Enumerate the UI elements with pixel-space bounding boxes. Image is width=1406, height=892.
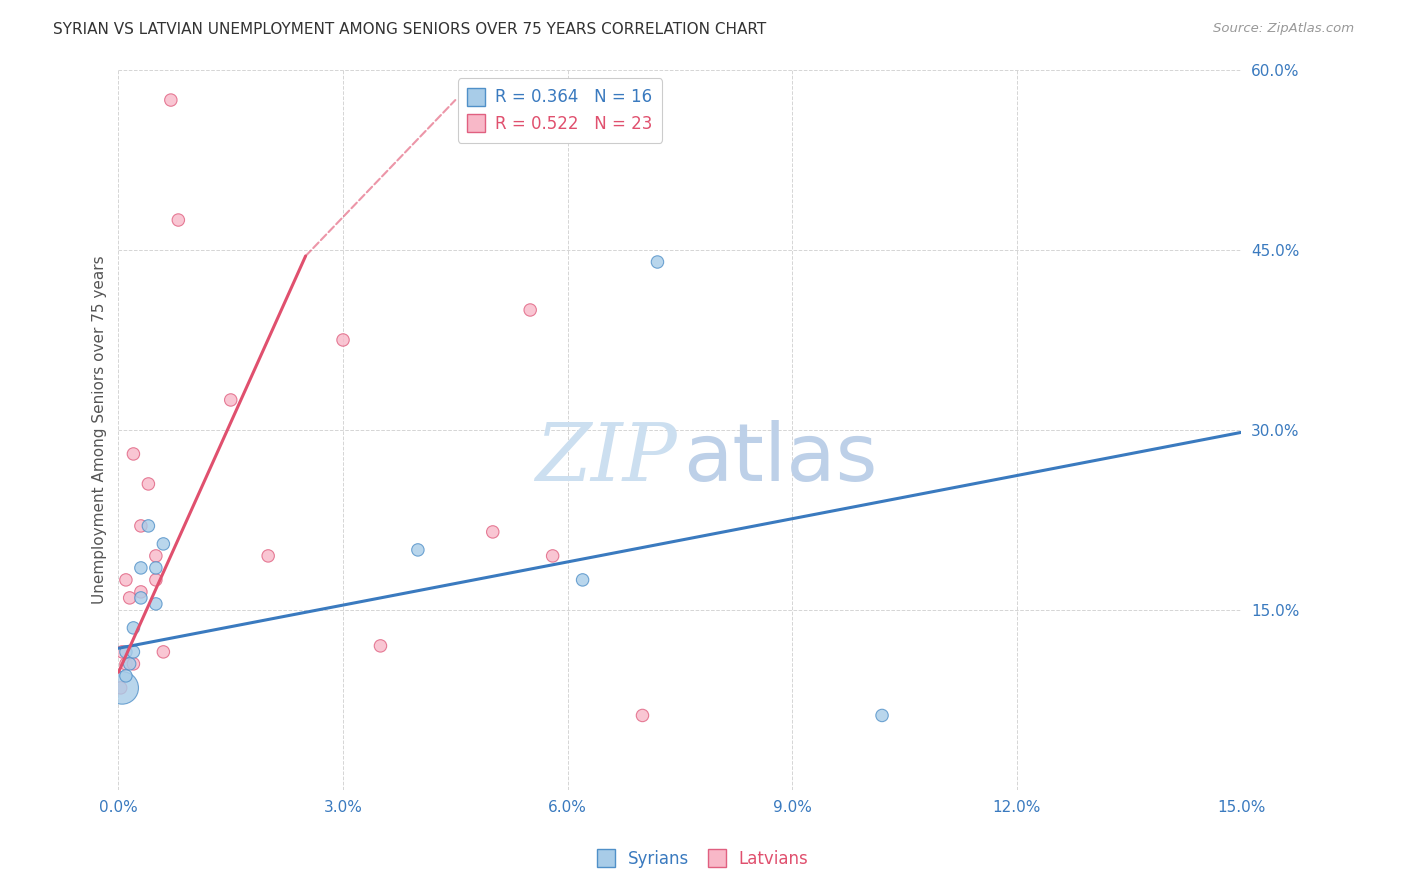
Point bbox=[129, 585, 152, 599]
Point bbox=[631, 708, 654, 723]
Point bbox=[129, 519, 152, 533]
Point bbox=[145, 561, 167, 575]
Point bbox=[481, 524, 503, 539]
Point bbox=[129, 591, 152, 605]
Point bbox=[115, 657, 138, 671]
Point bbox=[115, 645, 138, 659]
Point bbox=[519, 303, 541, 318]
Text: SYRIAN VS LATVIAN UNEMPLOYMENT AMONG SENIORS OVER 75 YEARS CORRELATION CHART: SYRIAN VS LATVIAN UNEMPLOYMENT AMONG SEN… bbox=[53, 22, 766, 37]
Point bbox=[145, 597, 167, 611]
Point bbox=[541, 549, 564, 563]
Text: ZIP: ZIP bbox=[534, 420, 676, 498]
Point bbox=[115, 669, 138, 683]
Point bbox=[571, 573, 593, 587]
Point bbox=[160, 93, 183, 107]
Point bbox=[129, 561, 152, 575]
Point bbox=[122, 645, 145, 659]
Point bbox=[115, 573, 138, 587]
Point bbox=[370, 639, 392, 653]
Point bbox=[122, 621, 145, 635]
Point bbox=[257, 549, 280, 563]
Point bbox=[118, 591, 141, 605]
Point bbox=[152, 645, 174, 659]
Point bbox=[110, 681, 132, 695]
Point bbox=[145, 549, 167, 563]
Point bbox=[406, 542, 429, 557]
Text: atlas: atlas bbox=[683, 420, 877, 498]
Text: Source: ZipAtlas.com: Source: ZipAtlas.com bbox=[1213, 22, 1354, 36]
Point bbox=[647, 255, 669, 269]
Point bbox=[219, 392, 242, 407]
Point bbox=[145, 573, 167, 587]
Point bbox=[870, 708, 893, 723]
Point bbox=[332, 333, 354, 347]
Point bbox=[138, 519, 160, 533]
Point bbox=[111, 681, 134, 695]
Point bbox=[118, 657, 141, 671]
Y-axis label: Unemployment Among Seniors over 75 years: Unemployment Among Seniors over 75 years bbox=[93, 256, 107, 604]
Point bbox=[167, 213, 190, 227]
Point bbox=[138, 477, 160, 491]
Legend: Syrians, Latvians: Syrians, Latvians bbox=[591, 844, 815, 875]
Point bbox=[152, 537, 174, 551]
Point bbox=[111, 645, 134, 659]
Point bbox=[122, 447, 145, 461]
Legend: R = 0.364   N = 16, R = 0.522   N = 23: R = 0.364 N = 16, R = 0.522 N = 23 bbox=[458, 78, 662, 143]
Point bbox=[122, 657, 145, 671]
